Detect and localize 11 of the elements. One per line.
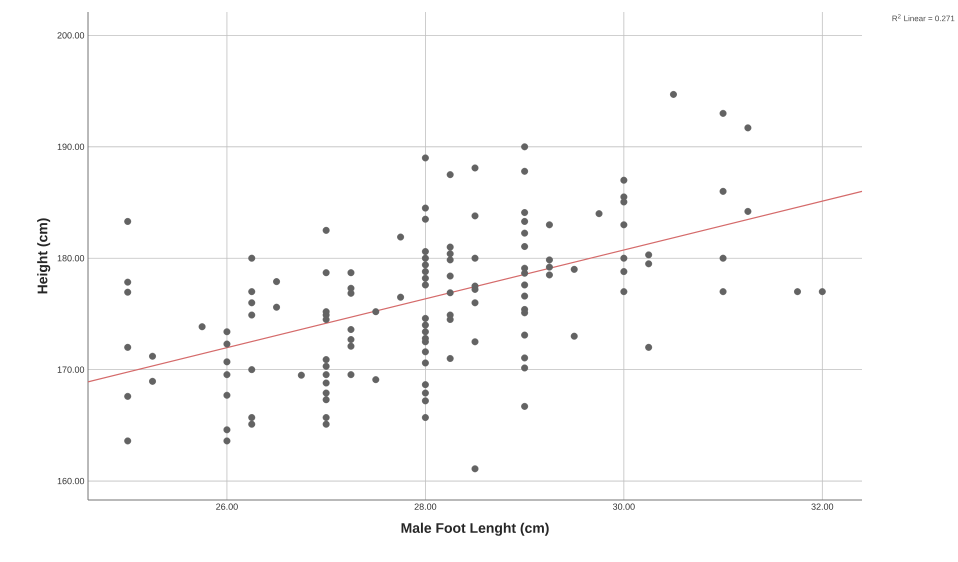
- y-tick-label: 160.00: [58, 478, 84, 484]
- x-axis-title: Male Foot Lenght (cm): [402, 522, 549, 536]
- x-tick-label: 28.00: [414, 504, 436, 510]
- y-tick-label: 200.00: [58, 32, 84, 39]
- y-tick-label: 190.00: [58, 144, 84, 150]
- x-tick-label: 32.00: [811, 504, 834, 510]
- y-axis-title: Height (cm): [37, 218, 50, 294]
- x-tick-label: 30.00: [612, 504, 635, 510]
- x-tick-label: 26.00: [216, 504, 238, 510]
- y-tick-label: 180.00: [58, 255, 84, 262]
- y-tick-label: 170.00: [58, 366, 84, 373]
